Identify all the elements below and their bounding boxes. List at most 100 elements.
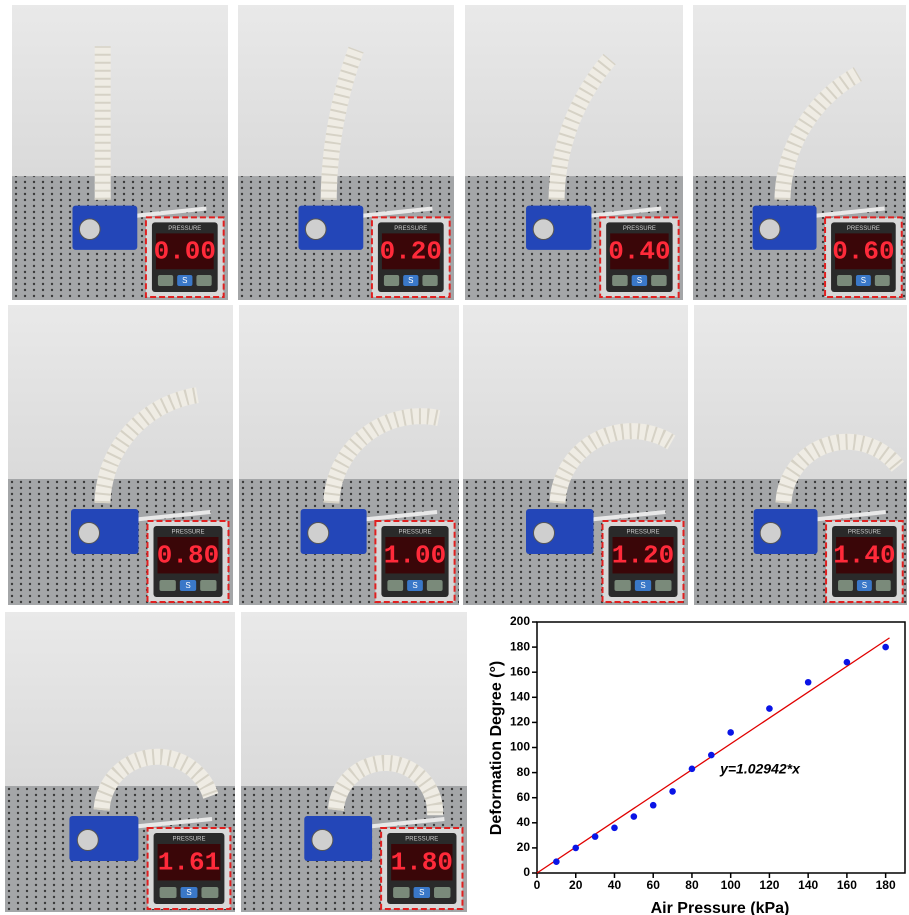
display-button (157, 275, 174, 287)
display-button (426, 580, 443, 591)
y-tick-label: 140 (510, 689, 530, 703)
y-tick-label: 40 (517, 815, 531, 829)
button-label: S (182, 276, 187, 285)
display-button (413, 887, 431, 898)
x-tick-label: 160 (837, 878, 857, 892)
fit-equation: y=1.02942*x (719, 761, 801, 777)
display-label: PRESSURE (623, 226, 656, 232)
x-tick-label: 0 (534, 878, 541, 892)
display-button (855, 275, 871, 287)
pressure-reading: 0.20 (380, 237, 442, 267)
button-label: S (640, 581, 645, 590)
button-label: S (861, 276, 866, 285)
pressure-reading: 0.40 (608, 237, 670, 267)
button-label: S (185, 581, 190, 590)
motor (78, 218, 101, 241)
photo: PRESSURE 0.40 S (465, 5, 683, 300)
x-tick-label: 140 (798, 878, 818, 892)
display-button (875, 580, 891, 591)
x-axis-title: Air Pressure (kPa) (651, 900, 790, 915)
display-label: PRESSURE (168, 226, 201, 232)
motor (532, 218, 555, 241)
data-point (553, 858, 560, 866)
motor (76, 829, 99, 851)
display-button (387, 580, 404, 591)
x-tick-label: 100 (721, 878, 741, 892)
data-point (843, 658, 851, 666)
display-button (201, 887, 219, 898)
photo: PRESSURE 1.80 S (241, 612, 467, 912)
y-axis-title: Deformation Degree (°) (488, 661, 505, 835)
photo: PRESSURE 0.60 S (693, 5, 906, 300)
actuator-ribs (94, 387, 199, 504)
data-point (688, 765, 696, 773)
pressure-reading: 1.61 (158, 848, 220, 878)
data-point (708, 751, 715, 759)
display-label: PRESSURE (626, 530, 659, 536)
y-tick-label: 160 (510, 664, 530, 678)
display-screen (836, 537, 893, 574)
display-screen (835, 233, 892, 270)
button-label: S (637, 276, 642, 285)
button-label: S (419, 888, 424, 897)
button-label: S (186, 888, 191, 897)
photo: PRESSURE 0.00 S (12, 5, 228, 300)
actuator-ribs (774, 67, 862, 200)
data-point (591, 833, 599, 840)
motor (759, 522, 782, 544)
data-point (727, 729, 734, 736)
display-label: PRESSURE (848, 530, 881, 536)
photo: PRESSURE 1.40 S (694, 305, 907, 605)
display-button (856, 580, 872, 591)
display-button (383, 275, 400, 287)
display-button (838, 580, 853, 591)
display-button (407, 580, 423, 591)
display-label: PRESSURE (171, 530, 204, 536)
display-label: PRESSURE (394, 226, 427, 232)
button-label: S (412, 581, 417, 590)
button-label: S (862, 581, 867, 590)
display-button (614, 580, 631, 591)
y-tick-label: 180 (510, 639, 530, 653)
display-button (612, 275, 628, 287)
photo: PRESSURE 1.20 S (463, 305, 688, 605)
actuator-ribs (775, 433, 904, 504)
motor (758, 218, 781, 241)
data-point (572, 844, 580, 852)
data-point (766, 705, 773, 712)
actuator-ribs (548, 53, 616, 200)
display-screen (381, 233, 440, 270)
display-screen (612, 537, 674, 574)
photo: PRESSURE 1.61 S (5, 612, 235, 912)
pressure-reading: 1.40 (833, 541, 895, 571)
data-point (669, 788, 676, 795)
motor (304, 218, 327, 241)
actuator-ribs (320, 46, 364, 200)
pressure-reading: 0.60 (832, 237, 894, 267)
display-button (196, 275, 212, 287)
pressure-reading: 1.00 (384, 541, 446, 571)
motor (533, 522, 555, 544)
data-point (611, 824, 618, 832)
display-button (180, 887, 198, 898)
display-button (403, 275, 419, 287)
motor (78, 522, 100, 544)
x-tick-label: 120 (759, 878, 779, 892)
display-button (200, 580, 217, 591)
actuator-ribs (93, 748, 219, 811)
data-point (649, 801, 657, 809)
pressure-reading: 0.00 (154, 237, 216, 267)
x-tick-label: 180 (876, 878, 896, 892)
display-screen (610, 233, 669, 270)
display-label: PRESSURE (847, 226, 880, 232)
display-button (837, 275, 852, 287)
display-button (393, 887, 410, 898)
display-button (179, 580, 197, 591)
y-tick-label: 120 (510, 715, 530, 729)
display-button (655, 580, 672, 591)
display-screen (391, 844, 453, 881)
y-tick-label: 200 (510, 614, 530, 628)
motor (311, 829, 334, 851)
display-button (159, 887, 177, 898)
